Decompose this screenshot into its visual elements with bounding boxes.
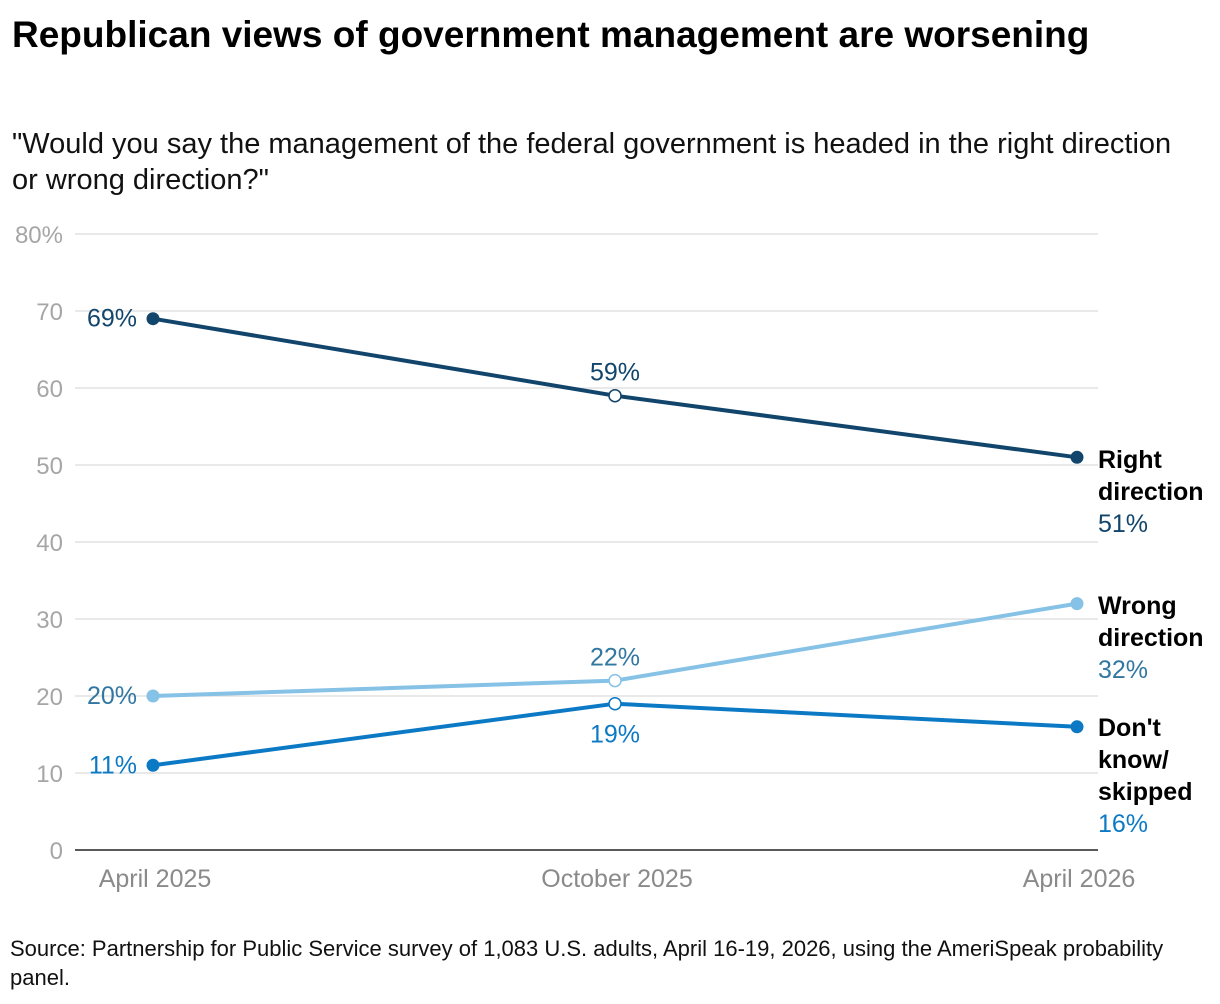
series-name-label: Wrong [1098, 592, 1177, 620]
y-tick-label: 80% [15, 222, 63, 249]
y-tick-label: 30 [36, 607, 63, 634]
data-point-hollow [608, 388, 622, 403]
series-name-label: skipped [1098, 778, 1192, 806]
gridlines [75, 233, 1098, 851]
chart-subtitle: "Would you say the management of the fed… [12, 128, 1172, 196]
series-name-label: direction [1098, 478, 1204, 506]
chart-title: Republican views of government managemen… [12, 14, 1090, 55]
series-labels: Right direction 51% Wrong direction 32% Don't k… [1098, 446, 1204, 838]
data-point [1070, 720, 1084, 734]
data-label: 69% [87, 305, 137, 333]
y-tick-label: 40 [36, 530, 63, 557]
line-chart: 0 10 20 30 40 50 60 70 80% April 2025 October 202… [15, 222, 1204, 893]
y-axis-ticks: 0 10 20 30 40 50 60 70 80% [15, 222, 63, 865]
data-label: 19% [590, 721, 640, 749]
y-tick-label: 20 [36, 684, 63, 711]
y-tick-label: 70 [36, 299, 63, 326]
source-note: Source: Partnership for Public Service s… [10, 936, 1164, 990]
data-point-hollow [608, 696, 622, 711]
x-tick-label: October 2025 [541, 865, 693, 893]
x-tick-label: April 2025 [99, 865, 212, 893]
end-value-label: 16% [1098, 810, 1148, 838]
y-tick-label: 50 [36, 453, 63, 480]
data-point [146, 689, 160, 703]
end-value-label: 51% [1098, 510, 1148, 538]
data-label: 20% [87, 682, 137, 710]
series-name-label: direction [1098, 624, 1204, 652]
series-name-label: Right [1098, 446, 1163, 474]
data-point [1070, 597, 1084, 611]
data-point [146, 758, 160, 772]
series-lines [146, 312, 1084, 772]
data-point-hollow [608, 673, 622, 688]
x-tick-label: April 2026 [1023, 865, 1136, 893]
series-name-label: Don't [1098, 714, 1162, 742]
data-label: 22% [590, 644, 640, 672]
data-point [1070, 450, 1084, 464]
y-tick-label: 60 [36, 376, 63, 403]
data-labels: 69% 59% 20% 22% 11% 19% [87, 305, 640, 780]
data-point [146, 312, 160, 326]
x-axis-ticks: April 2025 October 2025 April 2026 [99, 865, 1136, 893]
data-label: 59% [590, 359, 640, 387]
end-value-label: 32% [1098, 656, 1148, 684]
data-label: 11% [89, 751, 137, 779]
y-tick-label: 10 [36, 761, 63, 788]
series-name-label: know/ [1098, 746, 1169, 774]
y-tick-label: 0 [50, 838, 63, 865]
